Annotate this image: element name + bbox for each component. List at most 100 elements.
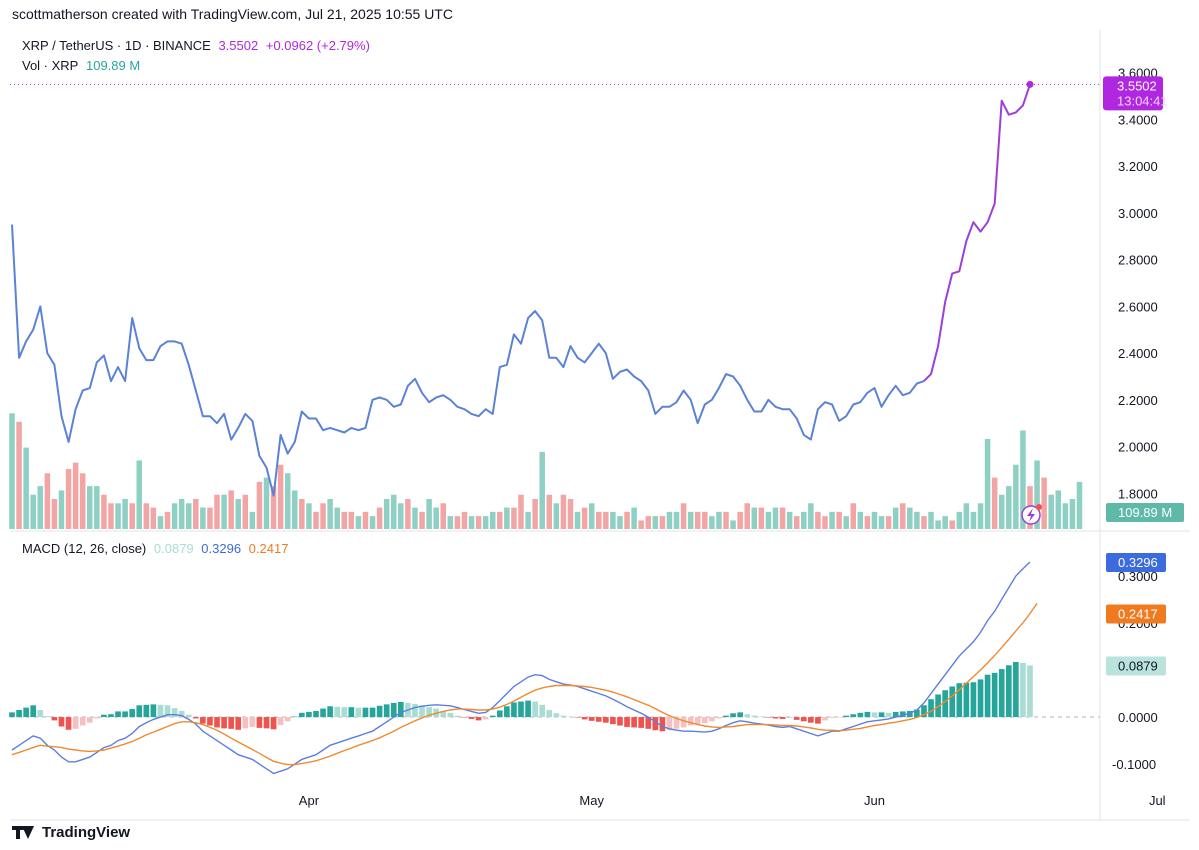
price-axis-tick: 2.8000 [1118,253,1158,268]
volume-bar [652,516,659,529]
volume-bar [362,511,369,529]
macd-histogram-bar [200,717,206,724]
volume-bar [539,451,545,529]
volume-bar [376,507,383,529]
macd-histogram-bar [214,717,220,728]
macd-histogram-bar [327,706,333,718]
price-axis-tick: 3.0000 [1118,206,1158,221]
macd-histogram-bar [475,717,482,721]
volume-bar [956,511,963,529]
macd-histogram-bar [942,690,948,718]
macd-histogram-bar [299,712,305,718]
volume-bar [532,499,538,529]
macd-axis-tick: -0.1000 [1112,757,1156,772]
macd-histogram-bar [1020,662,1026,718]
macd-histogram-bar [694,717,701,725]
macd-histogram-bar [51,717,58,721]
macd-histogram-bar [850,714,857,718]
volume-bar [405,499,411,529]
macd-histogram-bar [935,694,941,718]
volume-bar [864,516,871,529]
volume-bar [1069,499,1076,529]
volume-bar [320,503,326,529]
macd-histogram-bar [525,700,531,718]
volume-bar [546,494,553,529]
time-axis-tick: May [579,793,604,808]
volume-bar [603,511,609,529]
price-axis-tick: 2.6000 [1118,299,1158,314]
volume-bar [65,469,72,529]
volume-bar [581,507,588,529]
volume-bar [786,511,793,529]
volume-bar [263,477,270,529]
volume-bar [638,520,644,529]
macd-histogram-bar [390,702,397,718]
volume-bar [801,511,807,529]
author-watermark: scottmatherson created with TradingView.… [12,6,453,22]
macd-histogram-bar [666,717,673,731]
price-line [11,224,925,497]
volume-bar [433,507,439,529]
macd-histogram-bar [454,715,461,718]
volume-bar [390,494,397,529]
macd-histogram-bar [574,717,581,718]
volume-bar [426,499,432,529]
macd-label[interactable]: MACD (12, 26, close) [22,541,147,556]
macd-histogram-bar [553,713,560,718]
macd-histogram-bar [723,715,729,718]
macd-histogram-bar [970,682,977,718]
macd-histogram-bar [496,710,503,718]
volume-bar [383,499,390,529]
volume-bar [447,516,454,529]
volume-bar [398,503,404,529]
volume-bar [1041,477,1047,529]
volume-bar [878,516,885,529]
volume-bar [178,499,185,529]
macd-histogram-bar [207,717,213,726]
macd-histogram-bar [765,717,772,718]
macd-histogram-bar [122,711,128,718]
volume-bar [730,520,736,529]
price-legend: XRP / TetherUS · 1D · BINANCE 3.5502 +0.… [22,38,374,53]
macd-histogram-bar [94,717,100,719]
volume-bar [249,511,256,529]
volume-bar [1013,464,1019,529]
macd-histogram-bar [79,717,86,726]
macd-axis-tick: 0.3000 [1118,569,1158,584]
volume-bar [228,490,234,529]
volume-bar [892,507,899,529]
volume-bar [171,503,178,529]
volume-bar [843,516,849,529]
volume-badge [1106,503,1184,522]
macd-histogram-bar [277,717,284,726]
macd-histogram-bar [610,717,616,725]
volume-bar [687,511,694,529]
volume-bar [115,503,121,529]
macd-histogram-bar [115,711,121,718]
volume-bar [164,511,171,529]
macd-histogram-bar [44,716,51,718]
signal-line-badge-value: 0.2417 [1118,607,1158,622]
macd-histogram-bar [291,716,298,718]
volume-bar [907,507,913,529]
macd-histogram-bar [991,672,998,718]
macd-histogram-bar [65,717,72,730]
volume-bar [666,511,673,529]
symbol-label[interactable]: XRP / TetherUS · 1D · BINANCE [22,38,211,53]
macd-histogram-bar [949,686,956,718]
volume-bar [136,460,143,529]
volume-bar [108,503,114,529]
tradingview-logo-icon [12,825,36,840]
volume-bar [348,511,355,529]
volume-bar [836,511,842,529]
volume-bar [815,511,821,529]
macd-histogram-bar [23,707,29,718]
volume-bar [482,516,489,529]
macd-histogram-bar [242,717,249,729]
volume-bar [79,473,86,529]
macd-histogram-bar [737,712,743,718]
tradingview-footer[interactable]: TradingView [12,824,130,841]
macd-histogram-bar [857,712,864,718]
volume-label[interactable]: Vol · XRP [22,58,79,73]
